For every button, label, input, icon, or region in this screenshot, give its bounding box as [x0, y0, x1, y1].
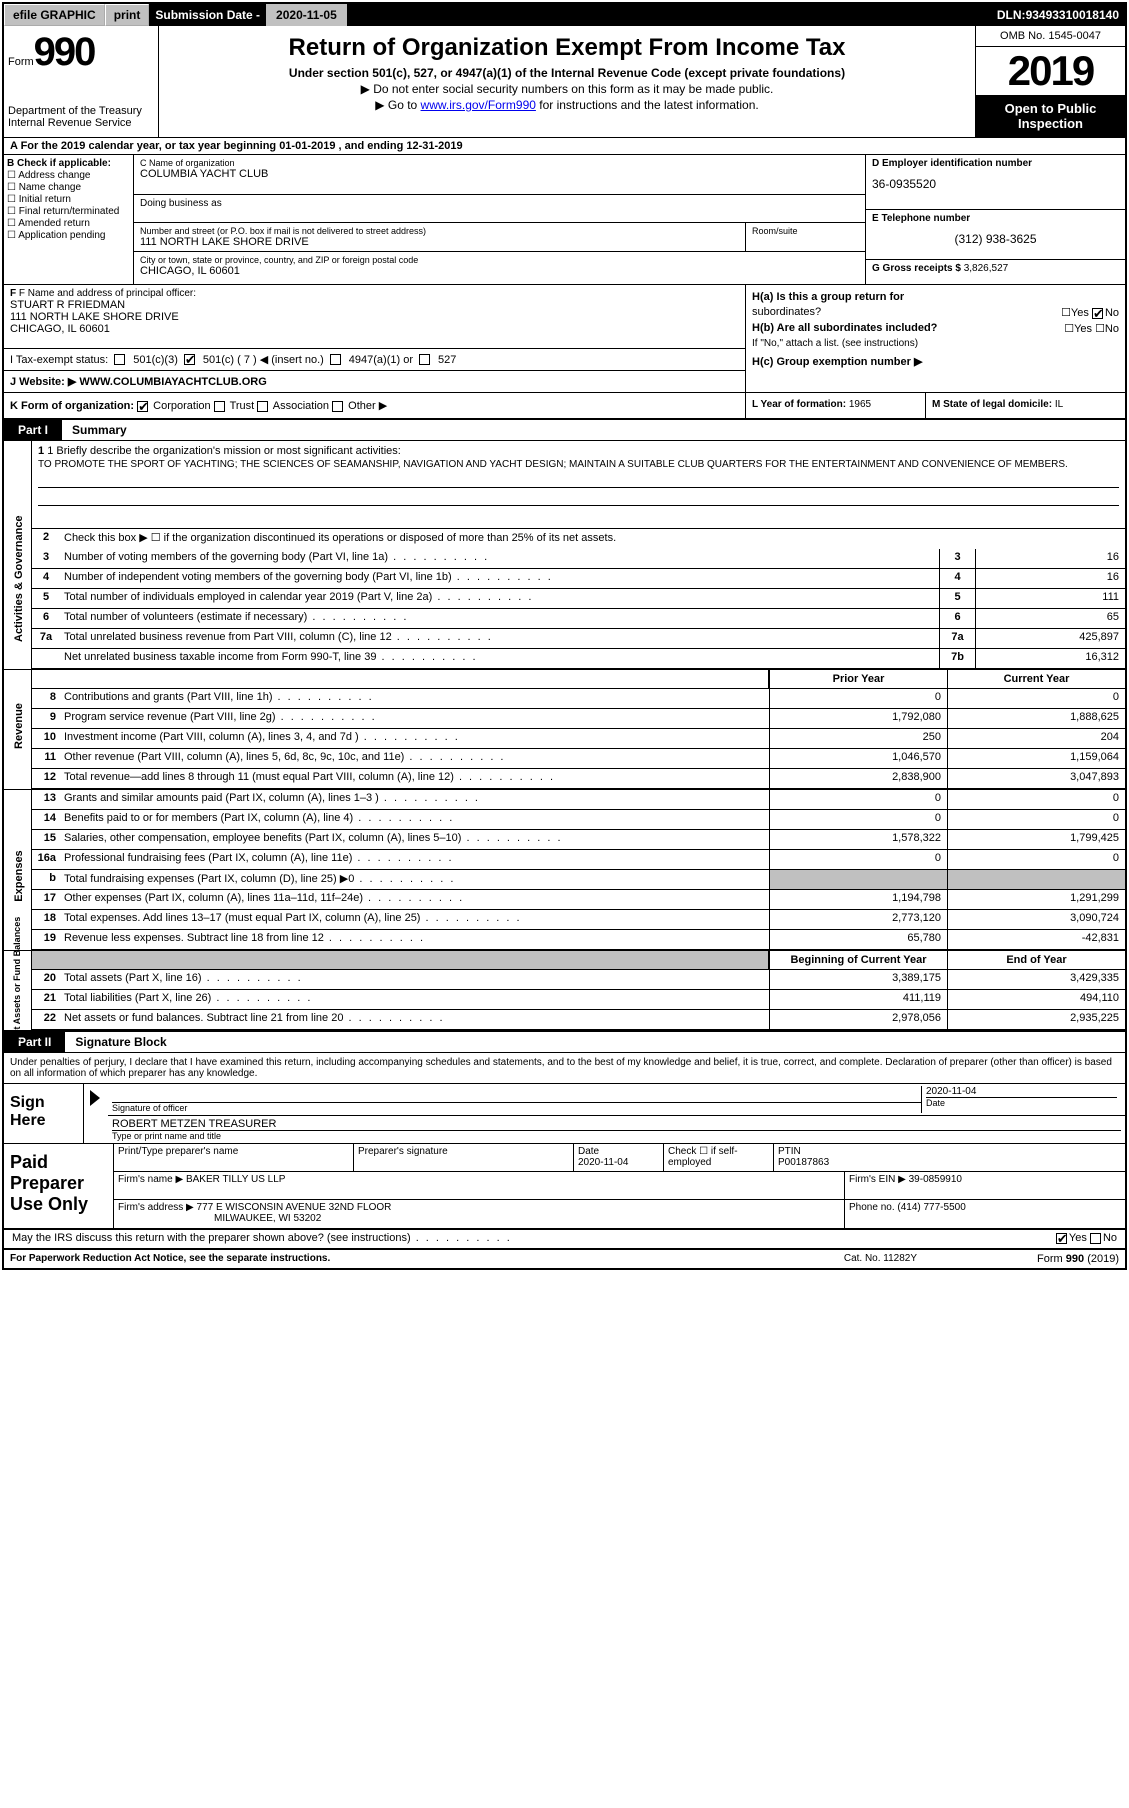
instruction-2: ▶ Go to www.irs.gov/Form990 for instruct…	[163, 98, 971, 112]
form-title: Return of Organization Exempt From Incom…	[163, 34, 971, 62]
ein-value: 36-0935520	[872, 177, 1119, 191]
dba-label: Doing business as	[134, 195, 865, 223]
org-name-label: C Name of organization	[140, 158, 859, 168]
sidebar-governance: Activities & Governance	[13, 532, 25, 642]
tax-exempt-status: I Tax-exempt status: 501(c)(3) 501(c) ( …	[4, 349, 745, 371]
gross-receipts: G Gross receipts $ 3,826,527	[866, 260, 1125, 284]
tax-year: 2019	[976, 47, 1125, 95]
phone-label: E Telephone number	[872, 213, 1119, 224]
section-a-period: A For the 2019 calendar year, or tax yea…	[4, 138, 1125, 155]
section-b-checkboxes: B Check if applicable: ☐ Address change …	[4, 155, 134, 284]
sidebar-netassets: Net Assets or Fund Balances	[12, 951, 22, 1041]
penalty-declaration: Under penalties of perjury, I declare th…	[4, 1053, 1125, 1084]
officer-addr: 111 NORTH LAKE SHORE DRIVE	[10, 311, 739, 323]
end-year-header: End of Year	[947, 951, 1125, 969]
city-value: CHICAGO, IL 60601	[140, 265, 859, 277]
year-formation: L Year of formation: 1965	[745, 393, 925, 418]
submission-date: 2020-11-05	[266, 4, 347, 26]
efile-label: efile GRAPHIC	[4, 4, 105, 26]
firm-phone: (414) 777-5500	[897, 1202, 965, 1213]
sig-date-label: Date	[926, 1097, 1117, 1108]
prep-name-label: Print/Type preparer's name	[114, 1144, 354, 1171]
ein-label: D Employer identification number	[872, 158, 1119, 169]
mission-text: TO PROMOTE THE SPORT OF YACHTING; THE SC…	[38, 459, 1119, 470]
state-domicile: M State of legal domicile: IL	[925, 393, 1125, 418]
sig-name-label: Type or print name and title	[112, 1130, 1121, 1141]
firm-addr: 777 E WISCONSIN AVENUE 32ND FLOOR	[197, 1202, 392, 1213]
mission-label: 1 1 Briefly describe the organization's …	[38, 445, 1119, 457]
irs-link[interactable]: www.irs.gov/Form990	[421, 98, 536, 112]
form-of-org: K Form of organization: Corporation Trus…	[4, 393, 745, 418]
prior-year-header: Prior Year	[769, 670, 947, 688]
begin-year-header: Beginning of Current Year	[769, 951, 947, 969]
sidebar-revenue: Revenue	[13, 671, 25, 781]
instruction-1: ▶ Do not enter social security numbers o…	[163, 82, 971, 96]
submission-label: Submission Date -	[149, 4, 266, 26]
omb-number: OMB No. 1545-0047	[976, 26, 1125, 47]
prep-sig-label: Preparer's signature	[354, 1144, 574, 1171]
section-h: H(a) Is this a group return for subordin…	[745, 285, 1125, 392]
officer-label: F F Name and address of principal office…	[10, 288, 739, 299]
footer-catno: Cat. No. 11282Y	[844, 1253, 917, 1265]
website-field: J Website: ▶ WWW.COLUMBIAYACHTCLUB.ORG	[4, 371, 745, 392]
city-label: City or town, state or province, country…	[140, 255, 859, 265]
sign-here-label: Sign Here	[4, 1084, 84, 1143]
sig-date-value: 2020-11-04	[926, 1086, 1117, 1097]
inspection-notice: Open to Public Inspection	[976, 95, 1125, 137]
part1-tab: Part I	[4, 420, 62, 440]
phone-value: (312) 938-3625	[872, 232, 1119, 246]
part2-title: Signature Block	[65, 1032, 1125, 1052]
part1-title: Summary	[62, 420, 1125, 440]
org-name: COLUMBIA YACHT CLUB	[140, 168, 859, 180]
line2-text: Check this box ▶ ☐ if the organization d…	[60, 529, 1125, 549]
room-label: Room/suite	[745, 223, 865, 251]
firm-ein: 39-0859910	[909, 1174, 962, 1185]
dln-label: DLN: 93493310018140	[991, 4, 1125, 26]
department-label: Department of the Treasury Internal Reve…	[8, 105, 154, 129]
ptin-value: P00187863	[778, 1157, 829, 1168]
sig-officer-label: Signature of officer	[112, 1103, 187, 1113]
top-toolbar: efile GRAPHIC print Submission Date - 20…	[4, 4, 1125, 26]
footer-notice: For Paperwork Reduction Act Notice, see …	[10, 1253, 844, 1265]
sidebar-expenses: Expenses	[13, 821, 25, 931]
addr-label: Number and street (or P.O. box if mail i…	[140, 226, 739, 236]
form-subtitle: Under section 501(c), 527, or 4947(a)(1)…	[163, 66, 971, 80]
print-button[interactable]: print	[105, 4, 150, 26]
addr-value: 111 NORTH LAKE SHORE DRIVE	[140, 236, 739, 248]
current-year-header: Current Year	[947, 670, 1125, 688]
officer-name: STUART R FRIEDMAN	[10, 299, 739, 311]
discuss-question: May the IRS discuss this return with the…	[4, 1230, 965, 1248]
paid-preparer-label: Paid Preparer Use Only	[4, 1144, 114, 1228]
sig-name: ROBERT METZEN TREASURER	[112, 1118, 1121, 1130]
firm-city: MILWAUKEE, WI 53202	[214, 1213, 321, 1224]
footer-form: Form 990 (2019)	[1037, 1253, 1119, 1265]
firm-name: BAKER TILLY US LLP	[186, 1174, 286, 1185]
officer-city: CHICAGO, IL 60601	[10, 323, 739, 335]
prep-check-label: Check ☐ if self-employed	[664, 1144, 774, 1171]
form-number: Form990	[8, 30, 154, 75]
